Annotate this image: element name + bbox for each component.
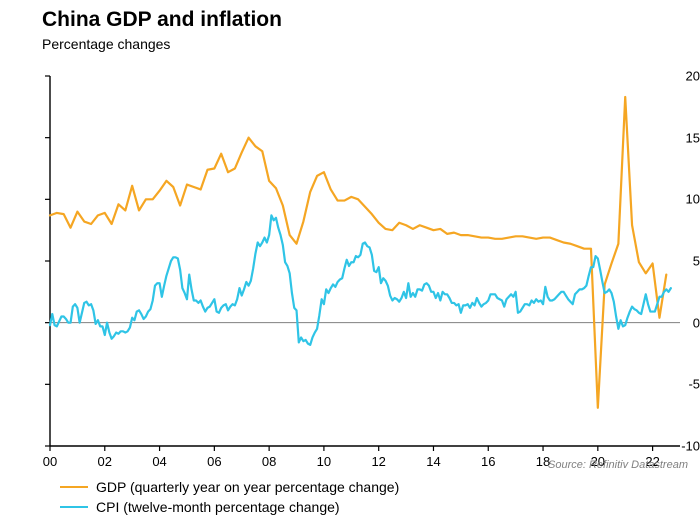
series-gdp xyxy=(50,97,666,408)
source-attribution: Source: Refinitiv Datastream xyxy=(548,459,688,471)
x-tick-label: 04 xyxy=(152,454,166,469)
y-tick-label: -10 xyxy=(658,439,700,454)
y-tick-label: 0 xyxy=(658,315,700,330)
legend-label: GDP (quarterly year on year percentage c… xyxy=(96,479,399,495)
y-tick-label: 15 xyxy=(658,130,700,145)
chart-title: China GDP and inflation xyxy=(42,8,282,32)
x-tick-label: 16 xyxy=(481,454,495,469)
chart-subtitle: Percentage changes xyxy=(42,36,170,52)
y-tick-label: -5 xyxy=(658,377,700,392)
x-tick-label: 06 xyxy=(207,454,221,469)
chart-svg xyxy=(0,56,700,456)
x-tick-label: 02 xyxy=(98,454,112,469)
legend-swatch xyxy=(60,506,88,509)
legend: GDP (quarterly year on year percentage c… xyxy=(60,477,399,517)
chart-area: -10-505101520 000204060810121416182022 xyxy=(0,56,700,456)
series-cpi xyxy=(50,215,671,345)
y-tick-label: 20 xyxy=(658,69,700,84)
x-tick-label: 14 xyxy=(426,454,440,469)
legend-item-gdp: GDP (quarterly year on year percentage c… xyxy=(60,477,399,497)
x-tick-label: 08 xyxy=(262,454,276,469)
x-tick-label: 12 xyxy=(371,454,385,469)
legend-item-cpi: CPI (twelve-month percentage change) xyxy=(60,497,399,517)
x-tick-label: 10 xyxy=(317,454,331,469)
legend-label: CPI (twelve-month percentage change) xyxy=(96,499,340,515)
y-tick-label: 10 xyxy=(658,192,700,207)
legend-swatch xyxy=(60,486,88,489)
x-tick-label: 00 xyxy=(43,454,57,469)
y-tick-label: 5 xyxy=(658,254,700,269)
